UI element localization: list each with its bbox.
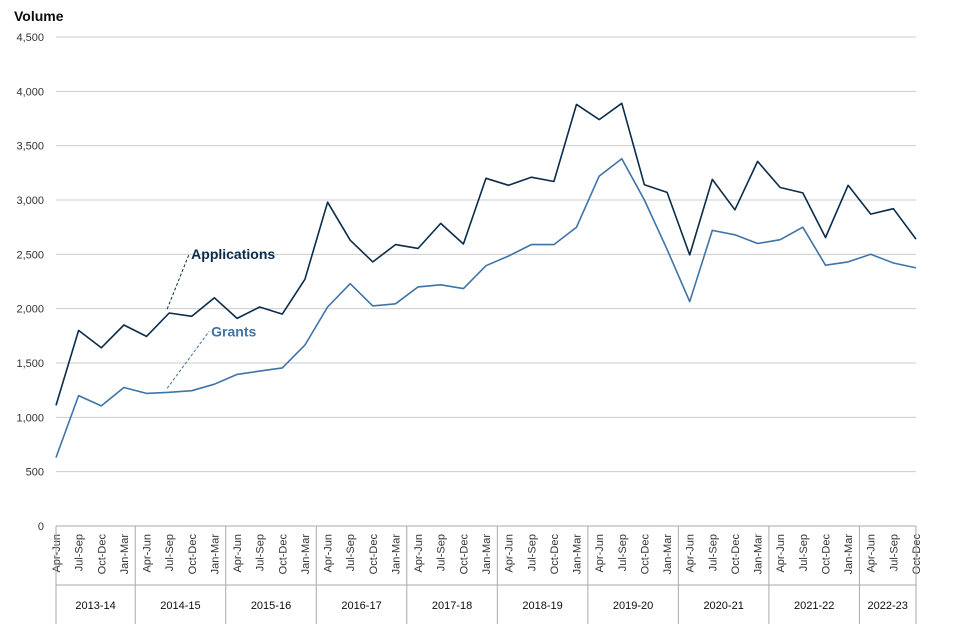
x-tick-label: Oct-Dec [911, 534, 923, 575]
x-tick-label: Jul-Sep [255, 534, 267, 571]
gridlines [56, 36, 916, 527]
x-tick-label: Jul-Sep [617, 534, 629, 571]
x-tick-label: Oct-Dec [187, 534, 199, 575]
x-tick-label: Jul-Sep [707, 534, 719, 571]
x-tick-label: Jul-Sep [436, 534, 448, 571]
x-tick-label: Apr-Jun [323, 534, 335, 573]
x-axis: Apr-Jun Jul-Sep Oct-Dec Jan-Mar Apr-Jun Jul-S… [51, 525, 923, 624]
x-tick-label: Jan-Mar [753, 534, 765, 575]
x-tick-label: Jul-Sep [798, 534, 810, 571]
x-tick-label: Jan-Mar [843, 534, 855, 575]
year-group-label: 2017-18 [432, 600, 472, 612]
x-tick-label: Jan-Mar [572, 534, 584, 575]
y-tick-label: 0 [38, 521, 44, 533]
x-tick-label: Oct-Dec [820, 534, 832, 575]
y-tick-label: 3,500 [16, 141, 44, 153]
series-label-applications: Applications [191, 246, 275, 262]
year-group-label: 2020-21 [703, 600, 743, 612]
x-tick-label: Jul-Sep [345, 534, 357, 571]
x-tick-label: Jan-Mar [300, 534, 312, 575]
x-tick-label: Oct-Dec [730, 534, 742, 575]
series-line-applications [55, 102, 917, 406]
x-tick-label: Oct-Dec [458, 534, 470, 575]
x-tick-label: Oct-Dec [277, 534, 289, 575]
y-tick-label: 2,000 [16, 304, 44, 316]
x-tick-label: Apr-Jun [594, 534, 606, 573]
y-tick-label: 1,500 [16, 358, 44, 370]
x-tick-label: Apr-Jun [51, 534, 63, 573]
year-group-label: 2016-17 [341, 600, 381, 612]
series-lines: Applications Grants [55, 102, 917, 458]
x-tick-label: Jan-Mar [481, 534, 493, 575]
x-tick-label: Apr-Jun [413, 534, 425, 573]
y-tick-label: 500 [26, 467, 44, 479]
x-tick-label: Apr-Jun [504, 534, 516, 573]
year-group-label: 2014-15 [160, 600, 200, 612]
y-tick-label: 4,000 [16, 86, 44, 98]
series-label-leader [166, 331, 210, 389]
x-tick-label: Jan-Mar [209, 534, 221, 575]
x-tick-label: Oct-Dec [96, 534, 108, 575]
x-tick-label: Apr-Jun [866, 534, 878, 573]
year-group-label: 2013-14 [75, 600, 115, 612]
year-group-label: 2018-19 [522, 600, 562, 612]
year-group-label: 2022-23 [868, 600, 908, 612]
x-tick-label: Apr-Jun [775, 534, 787, 573]
x-tick-label: Jul-Sep [526, 534, 538, 571]
y-axis-ticks: 0 500 1,000 1,500 2,000 2,500 3,000 3,500 4,000 4… [16, 32, 44, 533]
x-tick-label: Oct-Dec [549, 534, 561, 575]
x-tick-label: Apr-Jun [685, 534, 697, 573]
x-tick-label: Apr-Jun [232, 534, 244, 573]
y-axis-title: Volume [14, 8, 64, 24]
x-tick-label: Jan-Mar [662, 534, 674, 575]
y-tick-label: 4,500 [16, 32, 44, 44]
year-group-label: 2015-16 [251, 600, 291, 612]
x-tick-label: Jan-Mar [119, 534, 131, 575]
year-group-label: 2019-20 [613, 600, 653, 612]
series-label-grants: Grants [211, 323, 256, 339]
x-tick-label: Apr-Jun [142, 534, 154, 573]
year-group-label: 2021-22 [794, 600, 834, 612]
x-tick-label: Jul-Sep [888, 534, 900, 571]
series-line-grants [55, 157, 917, 458]
x-tick-label: Jul-Sep [164, 534, 176, 571]
y-tick-label: 1,000 [16, 412, 44, 424]
y-tick-label: 3,000 [16, 195, 44, 207]
x-tick-label: Oct-Dec [639, 534, 651, 575]
series-label-leader [166, 253, 190, 310]
x-tick-label: Oct-Dec [368, 534, 380, 575]
x-tick-label: Jul-Sep [74, 534, 86, 571]
x-tick-label: Jan-Mar [390, 534, 402, 575]
y-tick-label: 2,500 [16, 249, 44, 261]
